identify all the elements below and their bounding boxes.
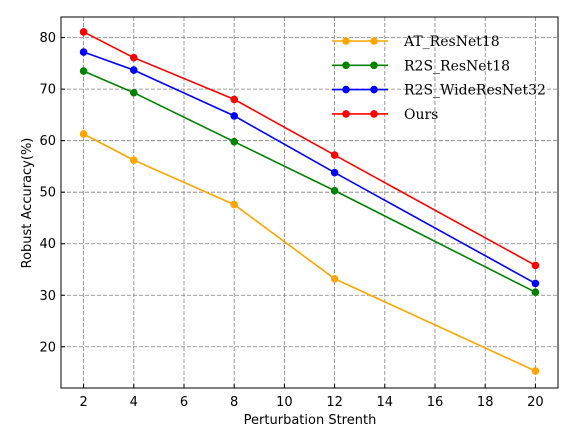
legend-marker bbox=[342, 85, 350, 94]
x-tick-label: 20 bbox=[527, 395, 544, 410]
y-tick-label: 50 bbox=[39, 186, 56, 201]
y-tick-label: 40 bbox=[39, 237, 56, 252]
x-tick-label: 12 bbox=[326, 395, 343, 410]
x-tick-label: 10 bbox=[276, 395, 293, 410]
x-tick-label: 2 bbox=[79, 395, 87, 410]
data-point bbox=[531, 288, 540, 296]
x-axis-label: Perturbation Strenth bbox=[244, 413, 377, 428]
legend-label: R2S_WideResNet32 bbox=[404, 83, 546, 99]
data-point bbox=[330, 186, 339, 195]
data-point bbox=[230, 200, 238, 209]
legend-label: R2S_ResNet18 bbox=[404, 58, 510, 74]
y-tick-label: 20 bbox=[39, 340, 56, 355]
data-point bbox=[330, 274, 339, 283]
legend-marker bbox=[370, 85, 378, 94]
legend-marker bbox=[342, 61, 350, 70]
x-tick-label: 4 bbox=[130, 395, 138, 410]
data-point bbox=[79, 67, 88, 75]
data-point bbox=[230, 95, 238, 104]
data-point bbox=[531, 279, 540, 288]
y-tick-label: 60 bbox=[39, 134, 56, 149]
x-tick-label: 6 bbox=[180, 395, 188, 410]
data-point bbox=[129, 66, 138, 74]
x-tick-label: 14 bbox=[377, 395, 394, 410]
data-point bbox=[230, 137, 238, 146]
x-tick-label: 18 bbox=[477, 395, 494, 410]
data-point bbox=[330, 168, 339, 177]
x-tick-label: 16 bbox=[427, 395, 444, 410]
y-tick-label: 30 bbox=[39, 289, 56, 304]
legend-label: Ours bbox=[404, 107, 438, 123]
plot-area bbox=[61, 17, 558, 388]
data-point bbox=[330, 151, 339, 159]
legend-marker bbox=[370, 37, 378, 45]
data-point bbox=[531, 261, 540, 270]
y-axis-label: Robust Accuracy(%) bbox=[20, 138, 35, 269]
y-tick-label: 70 bbox=[39, 83, 56, 98]
data-point bbox=[129, 88, 138, 97]
data-point bbox=[79, 28, 88, 36]
data-point bbox=[230, 112, 238, 120]
data-point bbox=[129, 53, 138, 62]
legend-marker bbox=[342, 37, 350, 45]
y-tick-label: 80 bbox=[39, 31, 56, 46]
data-point bbox=[531, 367, 540, 375]
legend-label: AT_ResNet18 bbox=[403, 34, 500, 50]
x-tick-label: 8 bbox=[230, 395, 238, 410]
data-point bbox=[79, 48, 88, 56]
legend-marker bbox=[370, 61, 378, 70]
legend-marker bbox=[342, 110, 350, 118]
axes-frame bbox=[60, 16, 559, 389]
data-point bbox=[79, 130, 88, 138]
legend-marker bbox=[370, 110, 378, 118]
data-point bbox=[129, 156, 138, 165]
